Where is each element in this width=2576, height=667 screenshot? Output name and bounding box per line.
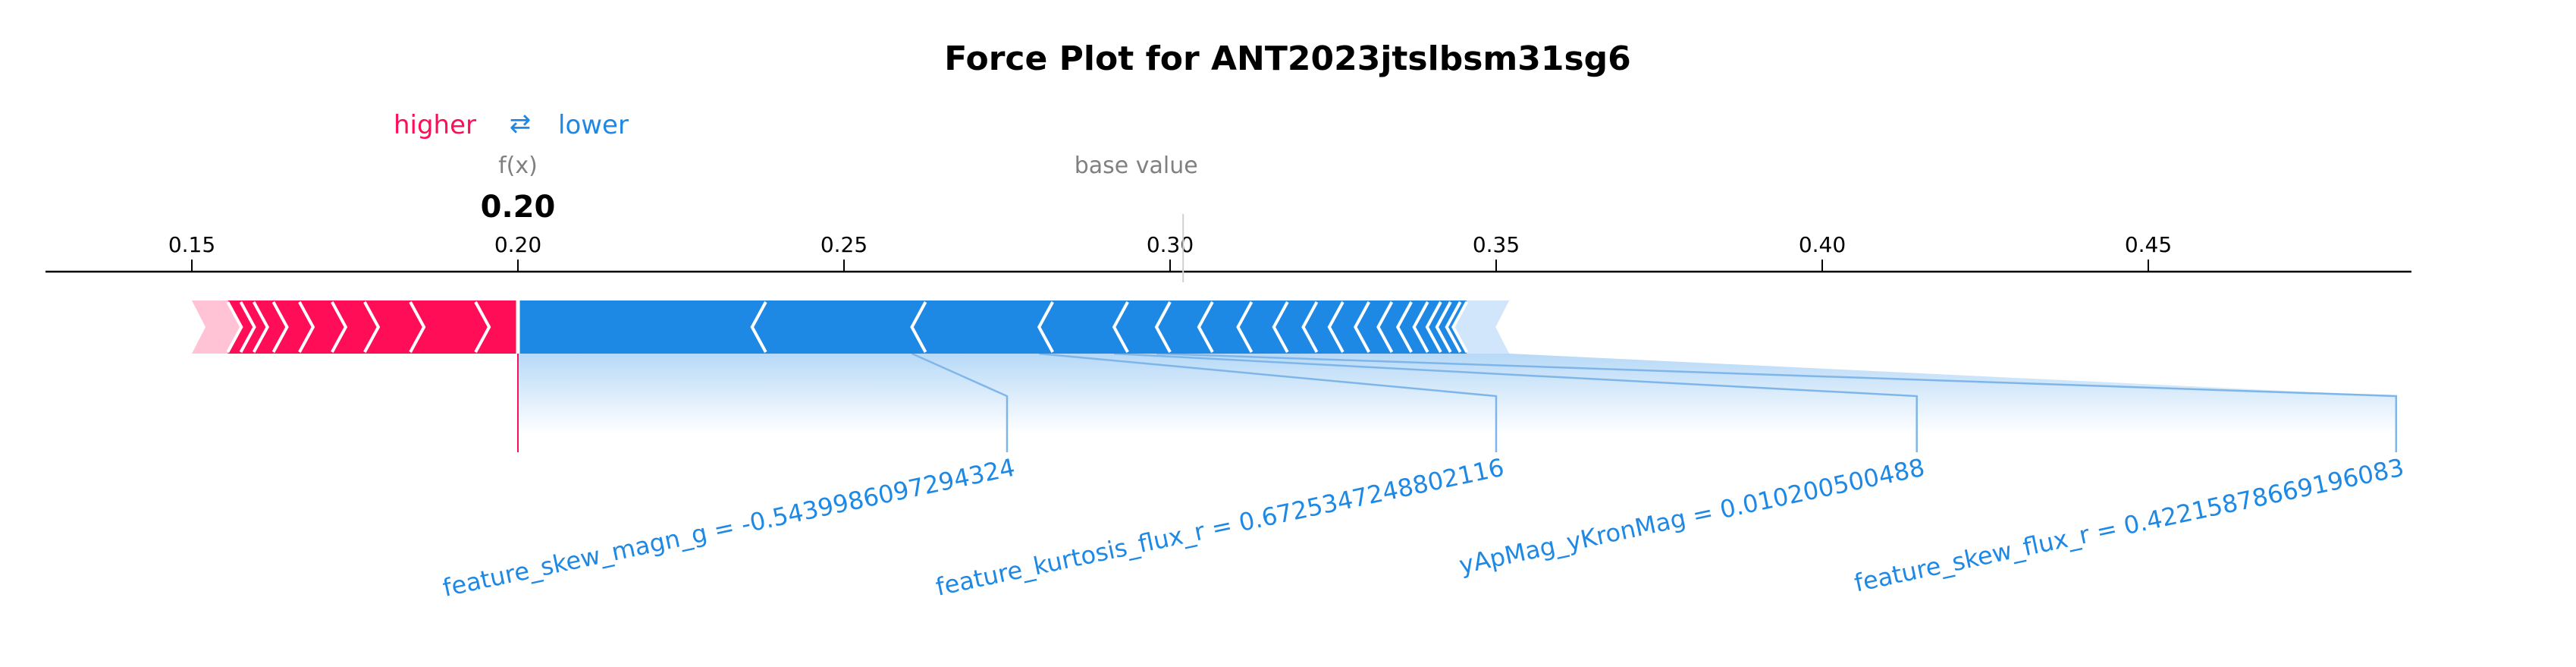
feature-fade-region: [518, 354, 2396, 434]
positive-segment-divider: [363, 301, 381, 353]
fx-marker: f(x) 0.20: [481, 153, 556, 225]
negative-segment-divider: [1037, 301, 1054, 353]
positive-force-segment: [192, 300, 242, 354]
positive-force-segment: [240, 300, 268, 354]
positive-force-segment: [331, 300, 378, 354]
negative-force-segment: [1453, 300, 1510, 354]
x-tick-label-3: 0.30: [1147, 232, 1194, 257]
negative-segment-divider: [1327, 301, 1344, 353]
explanation-fade: [518, 354, 2396, 434]
negative-segment-divider: [1435, 301, 1452, 353]
x-tick-label-6: 0.45: [2125, 232, 2172, 257]
negative-force-segment: [1238, 300, 1288, 354]
negative-force-segment: [1039, 300, 1128, 354]
negative-force-segment: [1156, 300, 1213, 354]
negative-force-segment: [911, 300, 1053, 354]
feature-label-0: feature_skew_magn_g = -0.543998609729432…: [440, 453, 1017, 603]
legend-arrow-icon: ⇄: [510, 109, 532, 139]
negative-force-segment: [1414, 300, 1441, 354]
feature-connector-2: [1114, 352, 1918, 452]
positive-force-segment: [299, 300, 346, 354]
negative-force-segment: [518, 300, 766, 354]
positive-segment-divider: [252, 301, 269, 353]
positive-force-segment: [273, 300, 313, 354]
negative-segment-divider: [1354, 301, 1371, 353]
positive-segment-divider: [271, 301, 289, 353]
negative-segment-divider: [1425, 301, 1442, 353]
x-axis: 0.15 0.20 0.25 0.30 0.35 0.40 0.45: [45, 214, 2411, 282]
negative-force-segment: [1114, 300, 1170, 354]
feature-connector-1: [1039, 352, 1498, 452]
negative-segment-divider: [1301, 301, 1319, 353]
negative-force-segment: [1355, 300, 1392, 354]
positive-segment-divider: [298, 301, 315, 353]
x-tick-label-2: 0.25: [820, 232, 868, 257]
negative-segment-divider: [1272, 301, 1289, 353]
negative-force-segment: [751, 300, 926, 354]
fx-value: 0.20: [481, 190, 556, 225]
negative-segment-divider: [1376, 301, 1394, 353]
legend-lower: lower: [558, 110, 629, 140]
positive-segment-divider: [226, 301, 243, 353]
negative-segment-divider: [1445, 301, 1462, 353]
x-tick-label-4: 0.35: [1473, 232, 1520, 257]
negative-segment-divider: [750, 301, 767, 353]
base-value-marker: base value: [1075, 153, 1198, 179]
negative-segment-divider: [1236, 301, 1253, 353]
feature-label-1: feature_kurtosis_flux_r = 0.672534724880…: [933, 453, 1507, 602]
negative-force-segment: [1303, 300, 1343, 354]
x-tick-label-0: 0.15: [168, 232, 215, 257]
positive-force-segment: [475, 300, 518, 354]
negative-force-segment: [1273, 300, 1317, 354]
negative-force-segment: [1329, 300, 1370, 354]
positive-segment-divider: [409, 301, 426, 353]
negative-force-segment: [1426, 300, 1451, 354]
positive-segment-divider: [239, 301, 256, 353]
base-value-label: base value: [1075, 153, 1198, 179]
negative-segment-divider: [1154, 301, 1172, 353]
negative-force-segment: [1436, 300, 1461, 354]
negative-segment-divider: [1112, 301, 1129, 353]
positive-force-segment: [364, 300, 425, 354]
fx-label: f(x): [498, 153, 538, 179]
force-bars: [192, 300, 1510, 452]
negative-segment-divider: [1412, 301, 1429, 353]
feature-connector-0: [911, 352, 1009, 452]
x-tick-label-5: 0.40: [1799, 232, 1846, 257]
positive-segment-divider: [331, 301, 348, 353]
legend: higher ⇄ lower: [394, 109, 629, 140]
negative-segment-divider: [1451, 301, 1469, 353]
positive-segment-divider: [474, 301, 491, 353]
legend-higher: higher: [394, 110, 476, 140]
negative-segment-divider: [1197, 301, 1214, 353]
positive-force-segment: [410, 300, 490, 354]
negative-segment-divider: [1395, 301, 1413, 353]
positive-force-segment: [227, 300, 255, 354]
negative-force-segment: [1198, 300, 1252, 354]
feature-connector-3: [1156, 352, 2398, 452]
feature-label-3: feature_skew_flux_r = 0.4221587866919608…: [1852, 453, 2407, 598]
feature-label-2: yApMag_yKronMag = 0.010200500488: [1457, 453, 1928, 580]
negative-segment-divider: [910, 301, 927, 353]
chart-title: Force Plot for ANT2023jtslbsm31sg6: [944, 39, 1631, 78]
x-tick-label-1: 0.20: [494, 232, 541, 257]
